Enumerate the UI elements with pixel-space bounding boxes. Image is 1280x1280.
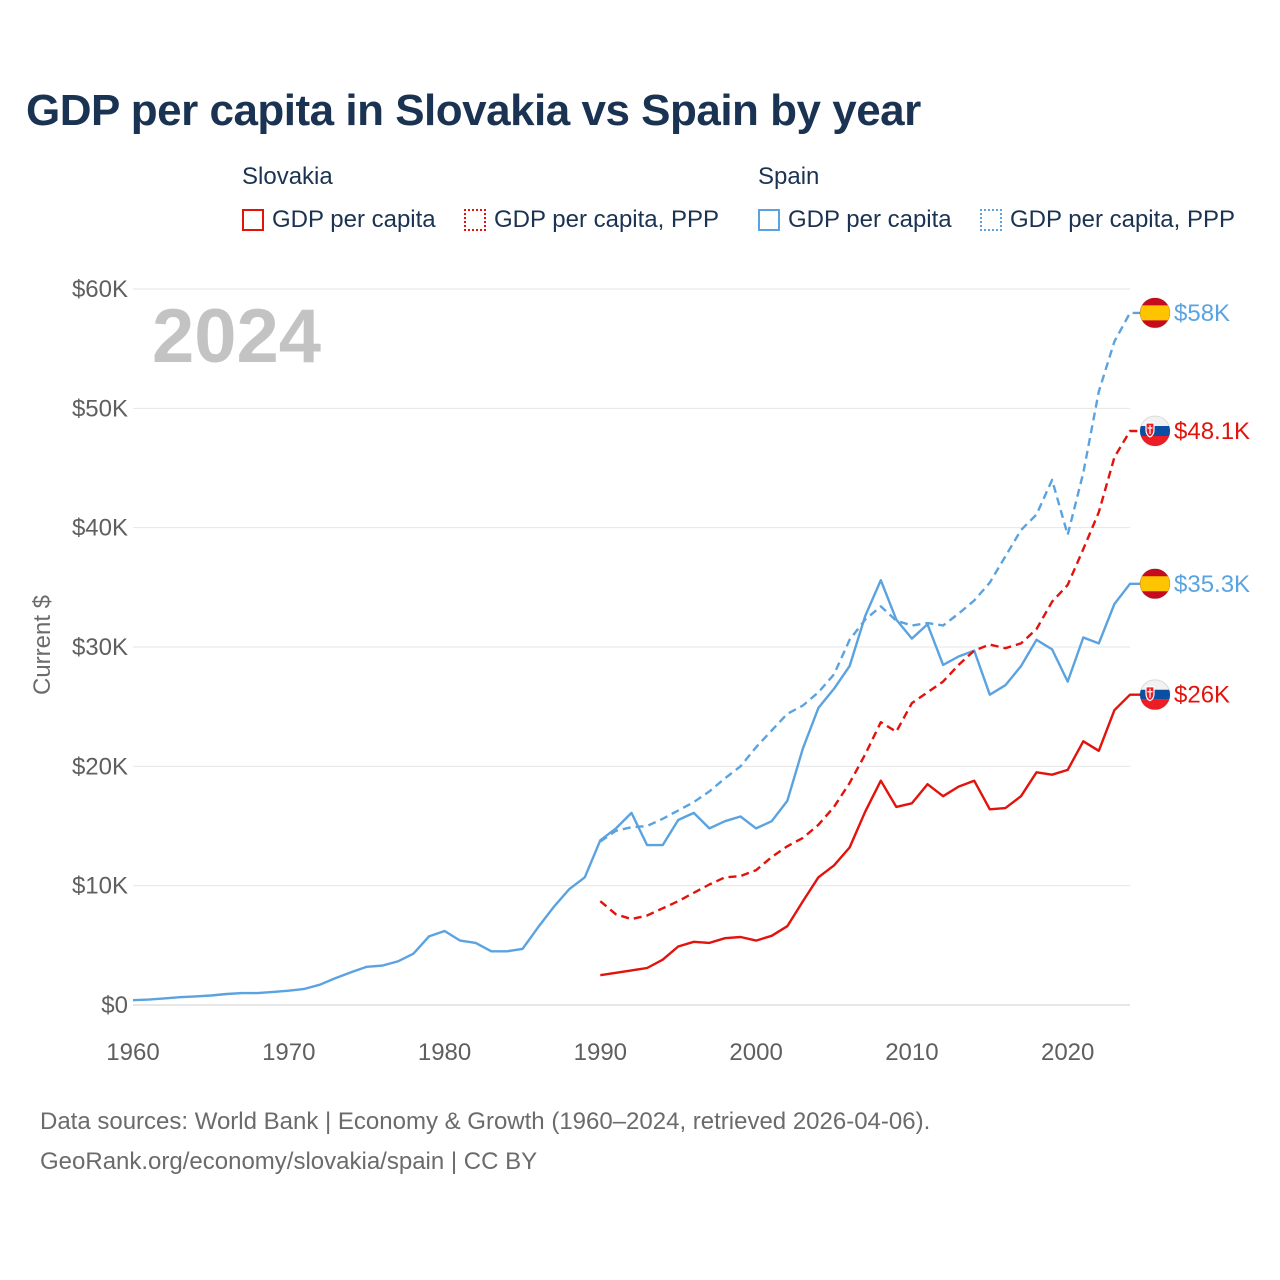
legend-item-slovakia-gdp-ppp[interactable]: GDP per capita, PPP [464,206,719,234]
end-value-label: $58K [1174,300,1230,327]
legend-item-spain-gdp[interactable]: GDP per capita [758,206,952,234]
legend-label: GDP per capita [272,206,436,233]
legend-group-slovakia: Slovakia [242,163,333,190]
end-value-label: $26K [1174,682,1230,709]
spain-flag-icon [1139,297,1171,329]
legend-swatch-solid-red [242,209,264,231]
legend-label: GDP per capita [788,206,952,233]
y-tick-label: $10K [72,873,128,900]
y-tick-label: $20K [72,753,128,780]
legend-item-spain-gdp-ppp[interactable]: GDP per capita, PPP [980,206,1235,234]
y-tick-label: $40K [72,515,128,542]
x-tick-label: 2000 [729,1039,782,1066]
series-line-2 [600,693,1141,977]
legend-group-spain: Spain [758,163,820,190]
page-title: GDP per capita in Slovakia vs Spain by y… [26,86,921,135]
series-line-3 [599,429,1141,921]
legend-swatch-dotted-blue [980,209,1002,231]
y-axis-ticks: $0 $10K $20K $30K $40K $50K $60K [72,276,128,1019]
x-tick-label: 2020 [1041,1039,1094,1066]
slovakia-flag-icon [1139,679,1171,711]
spain-flag-icon [1139,568,1171,600]
end-value-label: $35.3K [1174,571,1250,598]
year-label: 2024 [152,294,321,379]
legend-swatch-solid-blue [758,209,780,231]
y-tick-label: $60K [72,276,128,303]
y-tick-label: $30K [72,634,128,661]
slovakia-flag-icon [1139,415,1171,447]
x-tick-label: 1990 [574,1039,627,1066]
series-line-0 [132,579,1141,1002]
x-tick-label: 1970 [262,1039,315,1066]
footer-sources: Data sources: World Bank | Economy & Gro… [40,1108,931,1135]
legend-swatch-dotted-red [464,209,486,231]
legend-label: GDP per capita, PPP [1010,206,1235,233]
y-tick-label: $50K [72,395,128,422]
legend-item-slovakia-gdp[interactable]: GDP per capita [242,206,436,234]
end-value-label: $48.1K [1174,418,1250,445]
series-lines [132,311,1141,1002]
footer-link[interactable]: GeoRank.org/economy/slovakia/spain | CC … [40,1148,538,1175]
x-axis-ticks: 1960 1970 1980 1990 2000 2010 2020 [106,1039,1094,1066]
x-tick-label: 2010 [885,1039,938,1066]
series-line-1 [599,311,1141,843]
x-tick-label: 1980 [418,1039,471,1066]
legend-label: GDP per capita, PPP [494,206,719,233]
grid-lines [133,288,1130,1006]
end-markers: $35.3K $58K $26K $48.1K [1139,297,1250,711]
y-tick-label: $0 [101,992,128,1019]
x-tick-label: 1960 [106,1039,159,1066]
y-axis-label: Current $ [29,595,56,695]
